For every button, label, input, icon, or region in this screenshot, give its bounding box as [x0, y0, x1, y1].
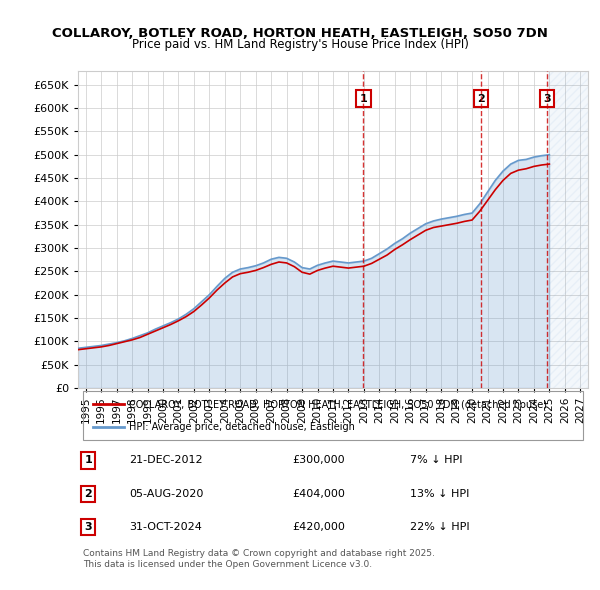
Text: 13% ↓ HPI: 13% ↓ HPI	[409, 489, 469, 499]
Text: HPI: Average price, detached house, Eastleigh: HPI: Average price, detached house, East…	[129, 422, 355, 432]
Text: 22% ↓ HPI: 22% ↓ HPI	[409, 522, 469, 532]
Text: COLLAROY, BOTLEY ROAD, HORTON HEATH, EASTLEIGH, SO50 7DN: COLLAROY, BOTLEY ROAD, HORTON HEATH, EAS…	[52, 27, 548, 40]
Text: Price paid vs. HM Land Registry's House Price Index (HPI): Price paid vs. HM Land Registry's House …	[131, 38, 469, 51]
Text: £300,000: £300,000	[292, 455, 345, 466]
Text: 31-OCT-2024: 31-OCT-2024	[129, 522, 202, 532]
Text: 3: 3	[85, 522, 92, 532]
Text: 3: 3	[543, 94, 551, 104]
Text: 1: 1	[359, 94, 367, 104]
Bar	[547, 71, 588, 388]
Text: 2: 2	[478, 94, 485, 104]
Text: Contains HM Land Registry data © Crown copyright and database right 2025.
This d: Contains HM Land Registry data © Crown c…	[83, 549, 435, 569]
Text: 2: 2	[85, 489, 92, 499]
Text: 7% ↓ HPI: 7% ↓ HPI	[409, 455, 462, 466]
Text: £404,000: £404,000	[292, 489, 345, 499]
Text: £420,000: £420,000	[292, 522, 345, 532]
Text: 05-AUG-2020: 05-AUG-2020	[129, 489, 203, 499]
Text: COLLAROY, BOTLEY ROAD, HORTON HEATH, EASTLEIGH, SO50 7DN (detached house): COLLAROY, BOTLEY ROAD, HORTON HEATH, EAS…	[129, 399, 547, 409]
Text: 1: 1	[85, 455, 92, 466]
Text: 21-DEC-2012: 21-DEC-2012	[129, 455, 203, 466]
